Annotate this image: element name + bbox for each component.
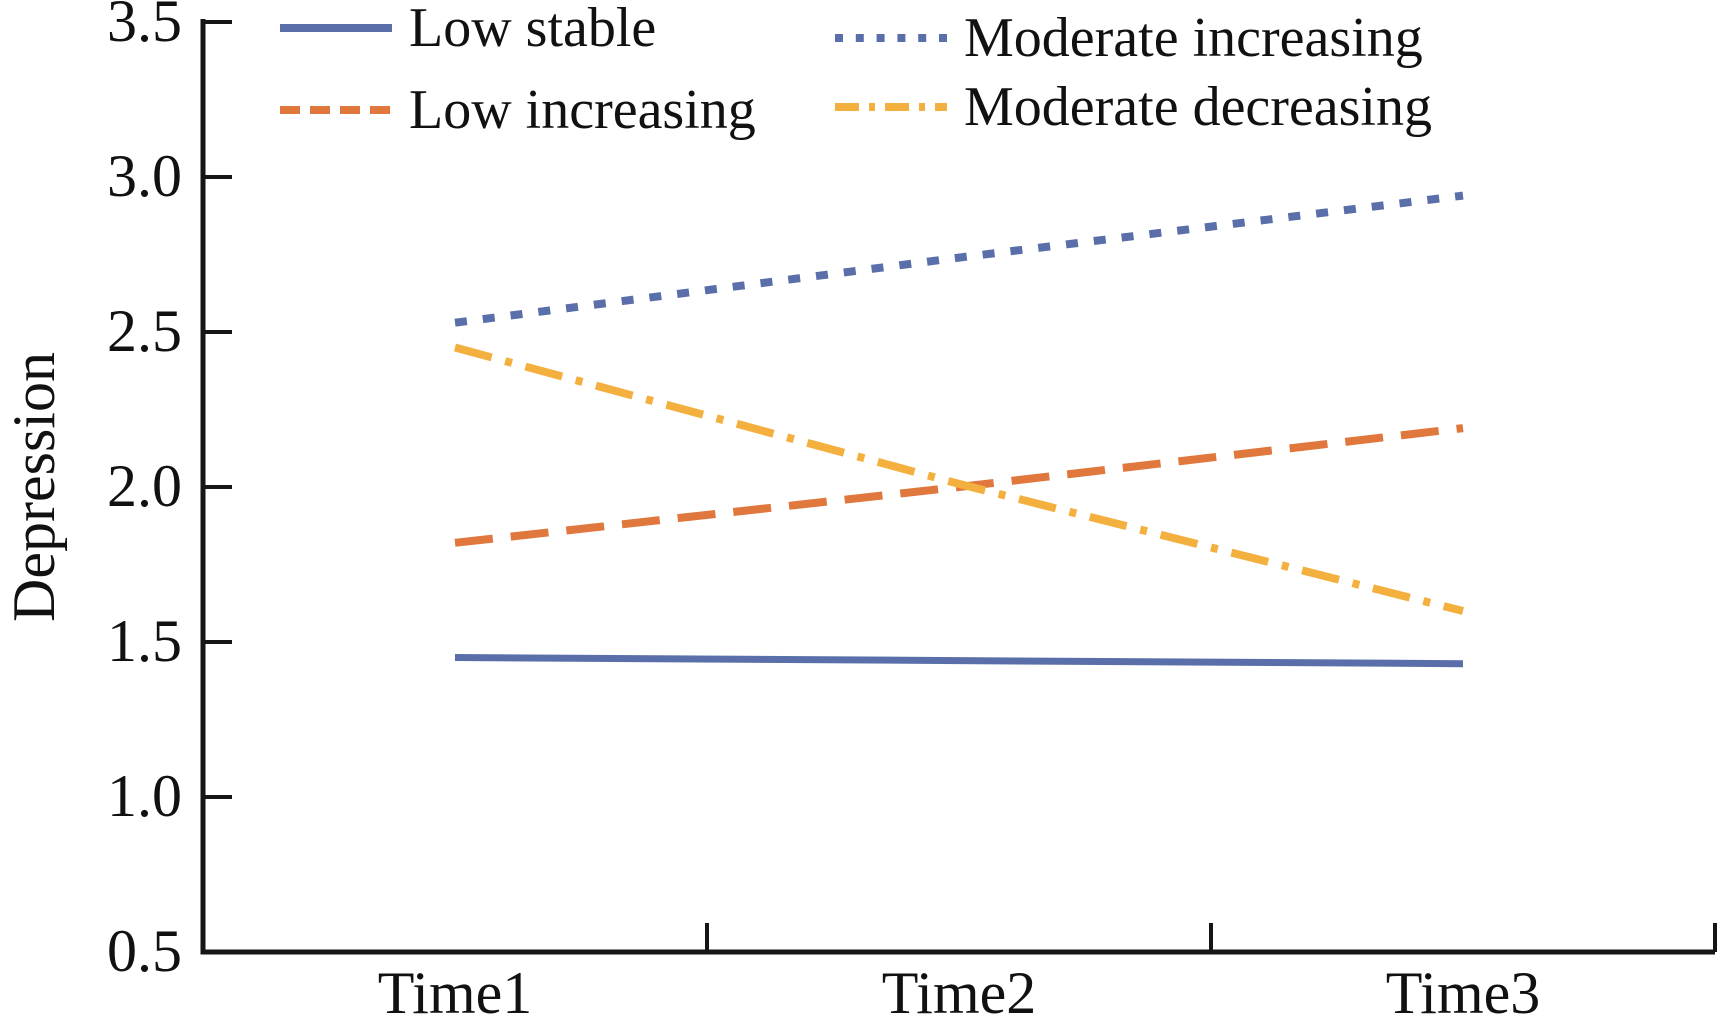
y-tick-label: 1.0: [107, 762, 182, 829]
y-tick-label: 0.5: [107, 917, 182, 984]
x-tick-label-time2: Time2: [881, 960, 1037, 1026]
legend-label-low-increasing: Low increasing: [409, 79, 756, 141]
y-tick-label: 2.0: [107, 452, 182, 519]
legend-label-low-stable: Low stable: [409, 0, 657, 59]
y-axis-title: Depression: [1, 352, 67, 622]
y-tick-label: 2.5: [107, 297, 182, 364]
legend-item-low-increasing: Low increasing: [280, 80, 756, 140]
legend-label-moderate-increasing: Moderate increasing: [964, 7, 1423, 69]
legend-item-low-stable: Low stable: [280, 0, 656, 58]
legend-swatch-dashdot-line-icon: [835, 103, 947, 111]
legend-item-moderate-increasing: Moderate increasing: [835, 8, 1423, 68]
legend-swatch-dotted-line-icon: [835, 34, 947, 42]
legend-swatch-dashed-line-icon: [280, 106, 392, 114]
x-tick-label-time3: Time3: [1385, 960, 1541, 1026]
x-tick-label-time1: Time1: [377, 960, 533, 1026]
y-tick-label: 3.5: [107, 0, 182, 54]
y-tick-label: 3.0: [107, 142, 182, 209]
legend-swatch-solid-line-icon: [280, 24, 392, 32]
y-tick-label: 1.5: [107, 607, 182, 674]
legend-label-moderate-decreasing: Moderate decreasing: [964, 76, 1432, 138]
legend-item-moderate-decreasing: Moderate decreasing: [835, 77, 1432, 137]
